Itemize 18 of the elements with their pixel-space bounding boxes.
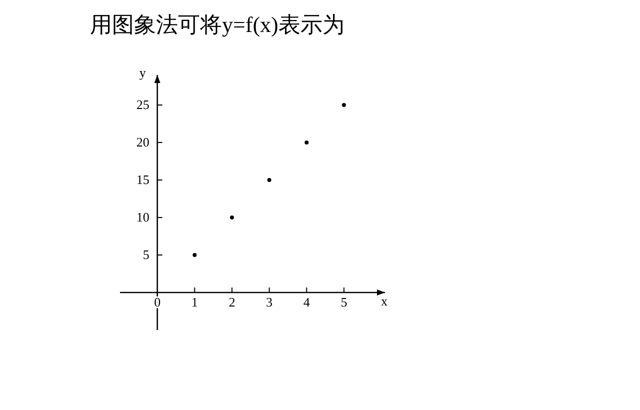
y-tick-label: 5 — [142, 247, 150, 262]
point — [304, 140, 309, 144]
point — [230, 216, 234, 220]
y-axis-title: y — [139, 65, 146, 80]
y-tick-label: 25 — [136, 97, 150, 112]
x-tick-label: 1 — [191, 294, 198, 310]
point — [342, 103, 346, 107]
y-tick-label: 15 — [136, 172, 150, 187]
point — [192, 253, 197, 257]
y-tick-label: 20 — [136, 134, 150, 150]
x-tick-label: 5 — [340, 294, 348, 310]
x-tick-label: 2 — [228, 294, 236, 310]
chart-title: 用图象法可将y=f(x)表示为 — [90, 12, 344, 37]
point — [267, 178, 272, 182]
x-axis-title: x — [381, 294, 388, 308]
x-tick-label: 4 — [303, 294, 310, 310]
x-tick-label: 3 — [266, 294, 273, 310]
y-tick-label: 10 — [136, 210, 150, 224]
